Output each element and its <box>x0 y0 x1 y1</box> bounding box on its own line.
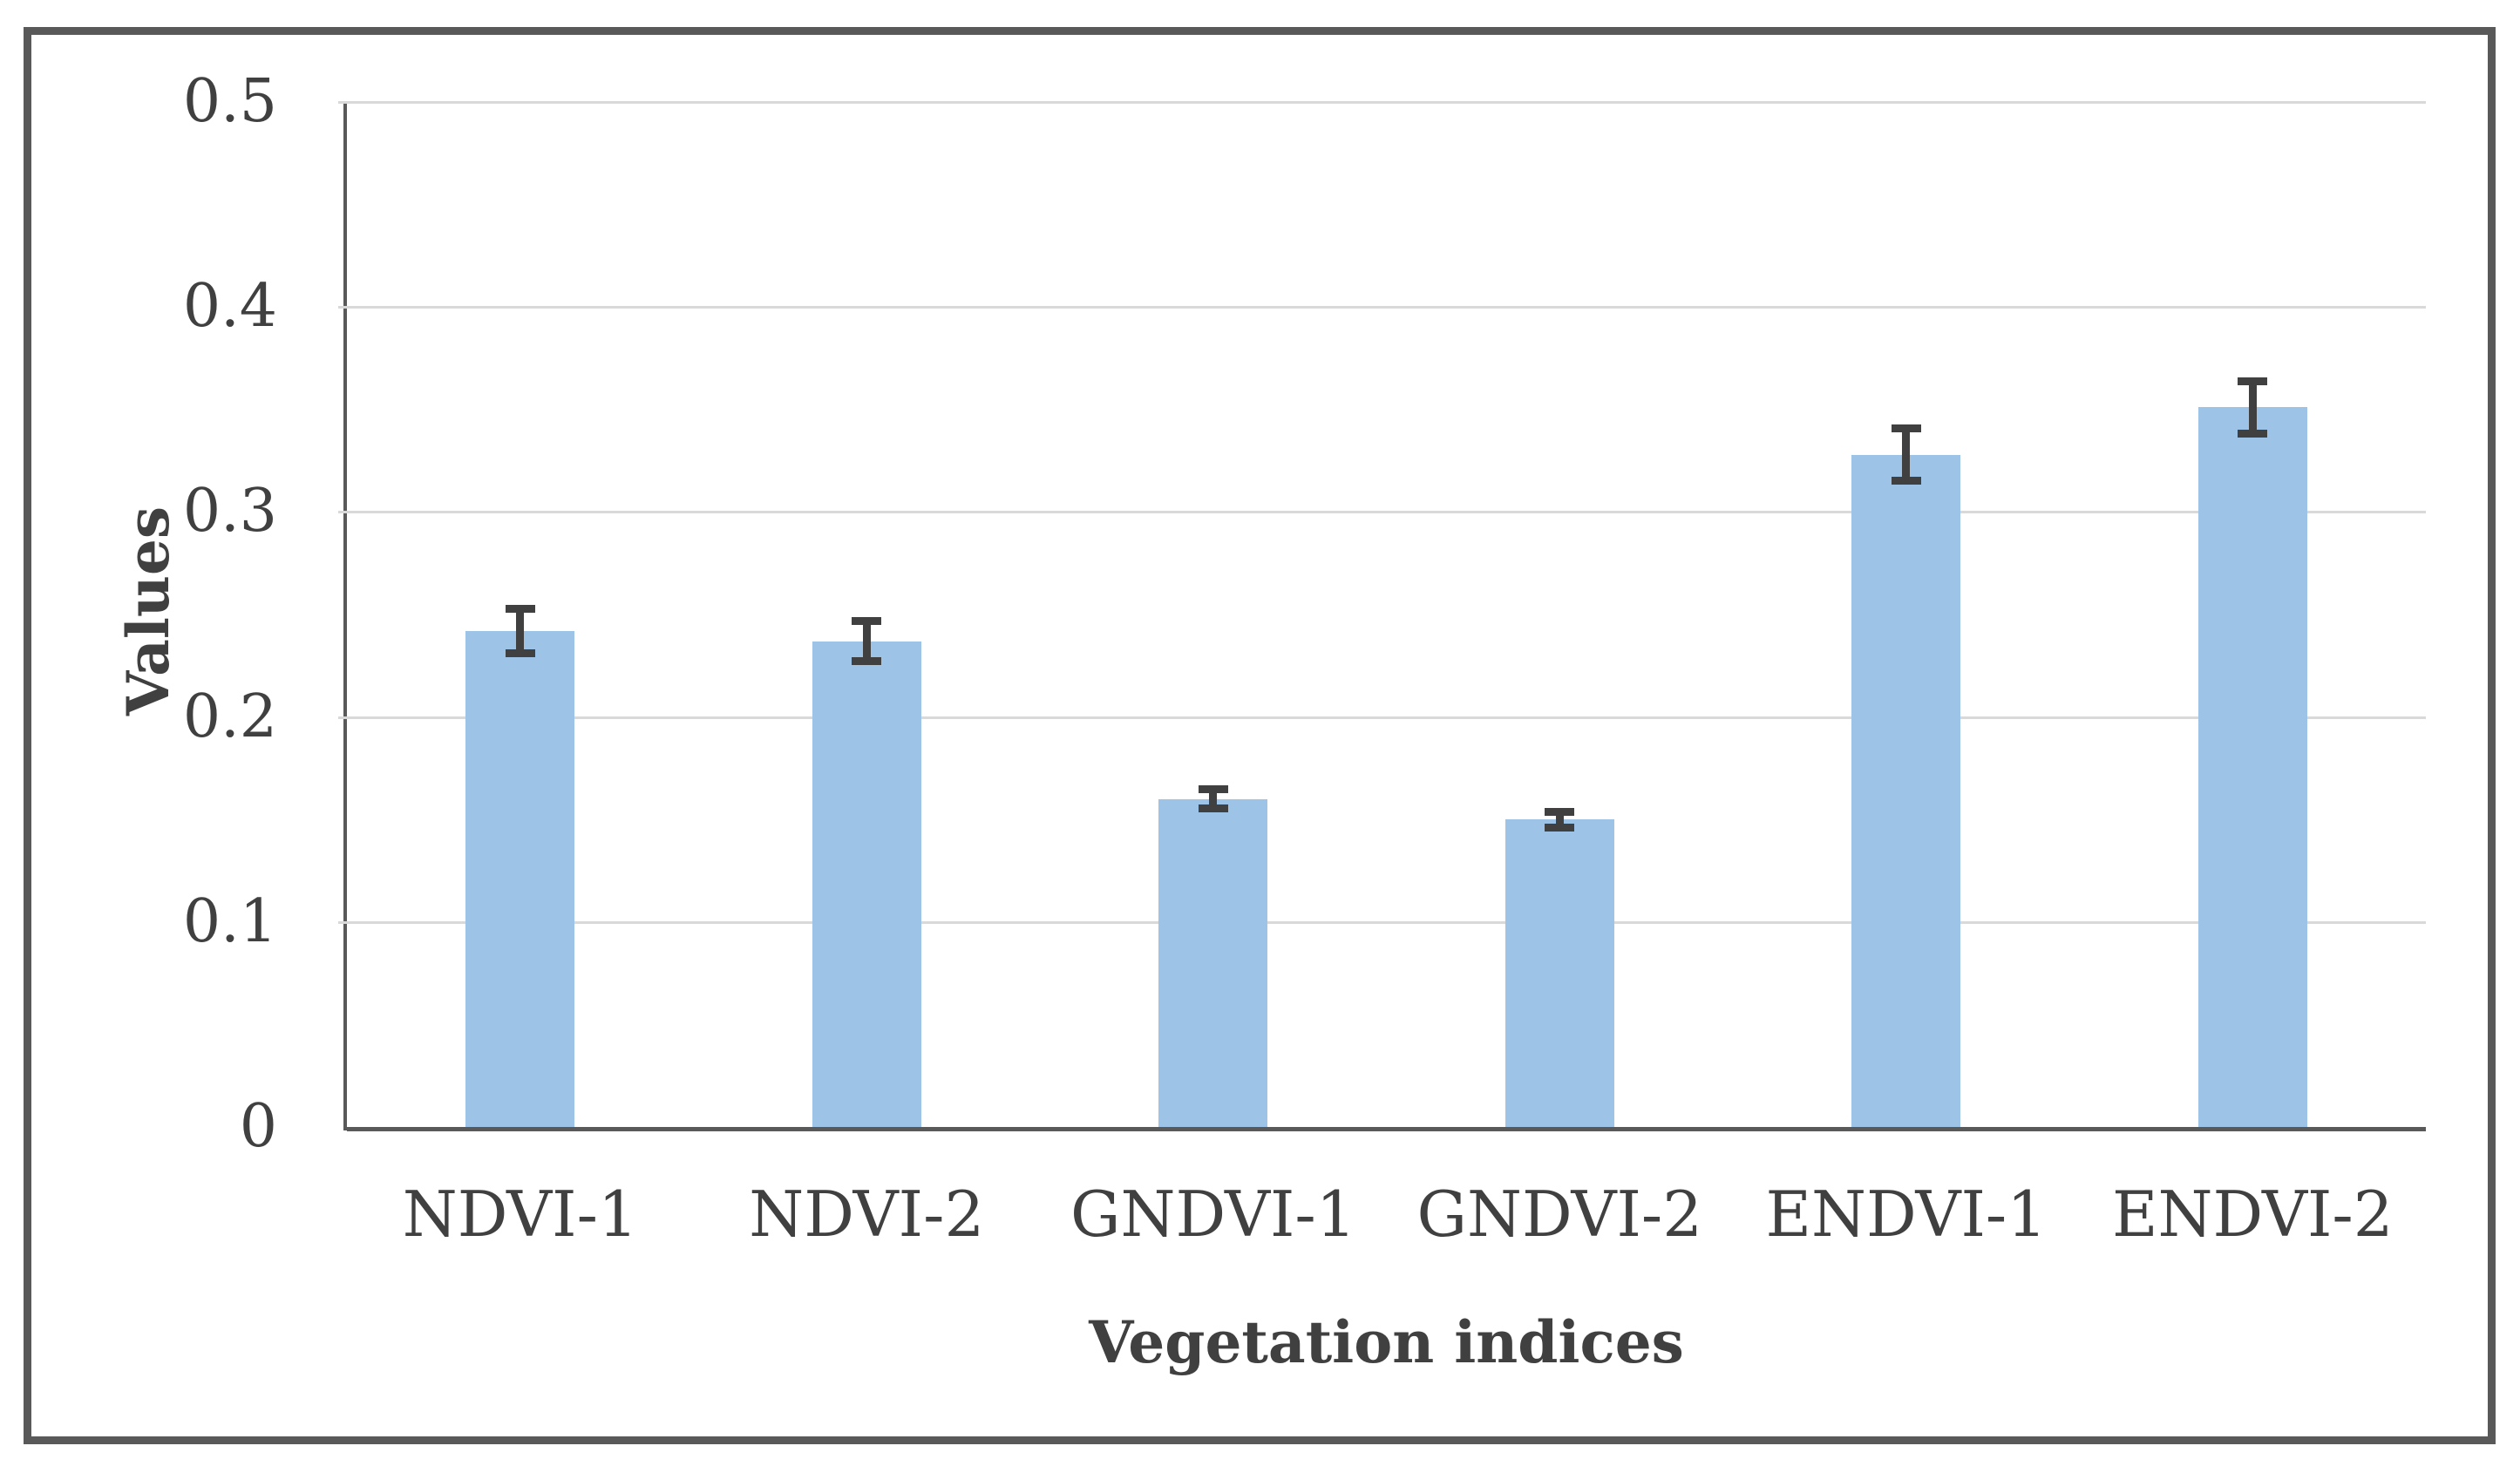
error-bar-bottom-cap-GNDVI-1 <box>1198 804 1228 813</box>
error-bar-bottom-cap-ENDVI-2 <box>2238 430 2268 438</box>
gridline-0.5 <box>347 101 2426 104</box>
y-tick-label-0.2: 0.2 <box>182 682 277 751</box>
error-bar-bottom-cap-NDVI-2 <box>852 657 882 666</box>
bar-GNDVI-1 <box>1158 798 1268 1127</box>
y-tick-label-0: 0 <box>239 1092 277 1161</box>
plot-area: Vegetation indices Values 0 0.1 0.2 0.3 0.4 0… <box>114 71 2426 1376</box>
bar-GNDVI-2 <box>1505 819 1614 1127</box>
bar-NDVI-2 <box>812 641 921 1127</box>
y-tick-label-0.1: 0.1 <box>182 886 277 956</box>
bar-NDVI-1 <box>465 630 575 1127</box>
y-tick-mark <box>338 920 347 924</box>
error-bar-top-cap-NDVI-1 <box>505 604 535 613</box>
y-axis-line <box>343 102 347 1130</box>
error-bar-top-cap-NDVI-2 <box>852 617 882 626</box>
x-tick-label-ENDVI-2: ENDVI-2 <box>2111 1178 2394 1251</box>
y-axis-title: Values <box>114 506 182 716</box>
bar-ENDVI-2 <box>2197 407 2307 1127</box>
y-tick-label-0.4: 0.4 <box>182 272 277 342</box>
x-tick-label-GNDVI-1: GNDVI-1 <box>1070 1178 1356 1251</box>
error-bar-bottom-cap-NDVI-1 <box>505 648 535 657</box>
x-axis-title: Vegetation indices <box>1089 1308 1684 1376</box>
error-bar-whisker-NDVI-2 <box>862 621 871 662</box>
error-bar-whisker-GNDVI-2 <box>1555 811 1564 828</box>
y-tick-mark <box>338 511 347 514</box>
error-bar-bottom-cap-ENDVI-1 <box>1891 477 1921 485</box>
x-tick-label-GNDVI-2: GNDVI-2 <box>1416 1178 1703 1251</box>
error-bar-whisker-GNDVI-1 <box>1209 788 1218 810</box>
gridline-0.4 <box>347 306 2426 309</box>
y-tick-mark <box>338 306 347 309</box>
chart-outer-border <box>24 27 2496 1444</box>
x-tick-label-NDVI-2: NDVI-2 <box>749 1178 985 1251</box>
error-bar-whisker-ENDVI-1 <box>1902 427 1911 482</box>
error-bar-top-cap-ENDVI-1 <box>1891 424 1921 432</box>
gridline-0.2 <box>347 716 2426 719</box>
y-tick-label-0.5: 0.5 <box>182 67 277 136</box>
x-axis-baseline <box>347 1127 2426 1131</box>
error-bar-whisker-ENDVI-2 <box>2248 380 2257 434</box>
error-bar-whisker-NDVI-1 <box>516 608 525 654</box>
gridline-0.3 <box>347 511 2426 514</box>
x-tick-label-ENDVI-1: ENDVI-1 <box>1765 1178 2048 1251</box>
error-bar-bottom-cap-GNDVI-2 <box>1545 823 1575 832</box>
error-bar-top-cap-GNDVI-1 <box>1198 784 1228 793</box>
error-bar-top-cap-GNDVI-2 <box>1545 807 1575 816</box>
y-tick-mark <box>338 716 347 719</box>
error-bar-top-cap-ENDVI-2 <box>2238 377 2268 385</box>
y-tick-label-0.3: 0.3 <box>182 477 277 546</box>
y-tick-mark <box>338 101 347 104</box>
x-tick-label-NDVI-1: NDVI-1 <box>402 1178 638 1251</box>
bar-ENDVI-1 <box>1851 454 1961 1127</box>
gridline-0.1 <box>347 920 2426 924</box>
